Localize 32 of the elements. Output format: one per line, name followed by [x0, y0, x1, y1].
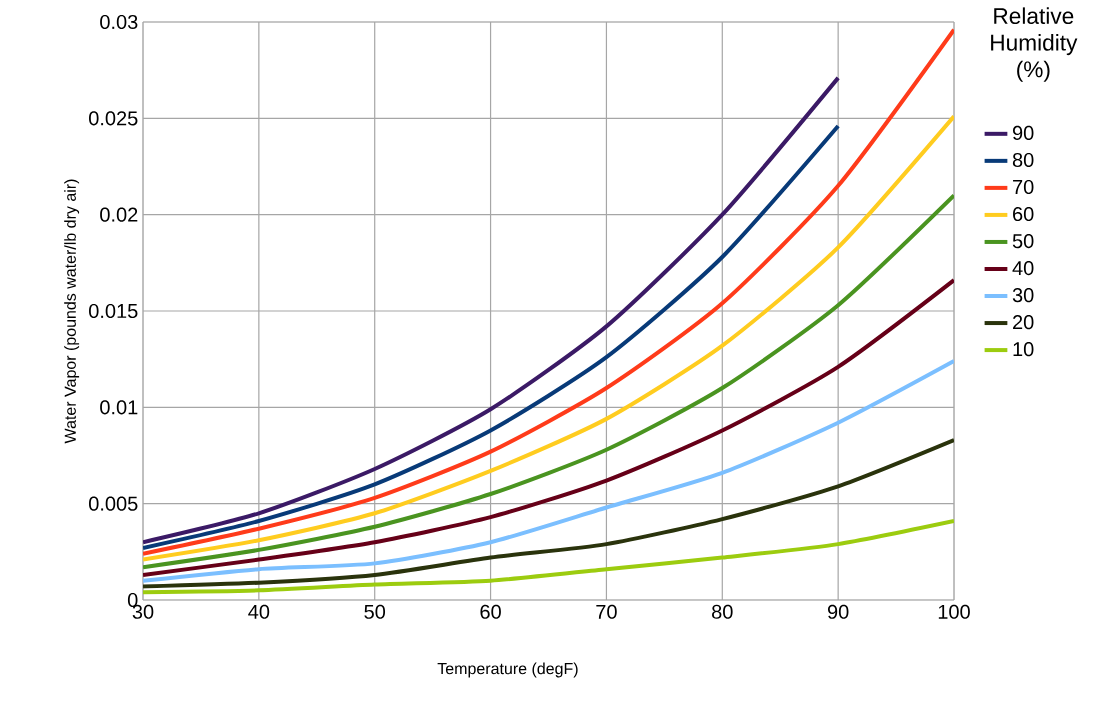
line-series — [143, 518, 954, 595]
legend-label: 80 — [1012, 152, 1034, 168]
x-tick-label: 80 — [712, 604, 733, 619]
y-tick-label: 0.005 — [89, 496, 138, 511]
legend-label: 10 — [1013, 342, 1034, 357]
y-tick-label: 0.015 — [89, 303, 138, 319]
line-series — [143, 359, 954, 583]
legend-label: 30 — [1012, 288, 1034, 303]
y-tick-label: 0.02 — [100, 207, 138, 222]
x-tick-label: 60 — [480, 604, 501, 619]
line-series — [143, 114, 954, 562]
x-axis-title: Temperature (degF) — [437, 662, 578, 678]
x-tick-label: 90 — [827, 604, 849, 619]
line-series — [143, 278, 954, 577]
line-series — [143, 27, 954, 556]
y-axis-title: Water Vapor (pounds water/lb dry air) — [64, 179, 80, 444]
x-tick-label: 100 — [938, 604, 970, 619]
x-tick-label: 40 — [248, 604, 270, 619]
x-tick-label: 70 — [596, 604, 617, 619]
legend-label: 70 — [1013, 179, 1034, 195]
x-tick-label: 50 — [364, 604, 386, 619]
y-tick-label: 0.025 — [89, 111, 138, 126]
legend-label: 40 — [1012, 261, 1034, 276]
y-tick-label: 0.03 — [100, 14, 138, 30]
line-series — [143, 438, 954, 589]
legend-label: 20 — [1013, 315, 1034, 330]
legend-label: 60 — [1013, 206, 1034, 222]
y-tick-label: 0.01 — [100, 400, 138, 415]
legend-title: Relative Humidity (%) — [991, 7, 1078, 82]
legend-label: 90 — [1012, 125, 1034, 140]
line-series — [143, 193, 954, 570]
legend-label: 50 — [1012, 233, 1034, 249]
